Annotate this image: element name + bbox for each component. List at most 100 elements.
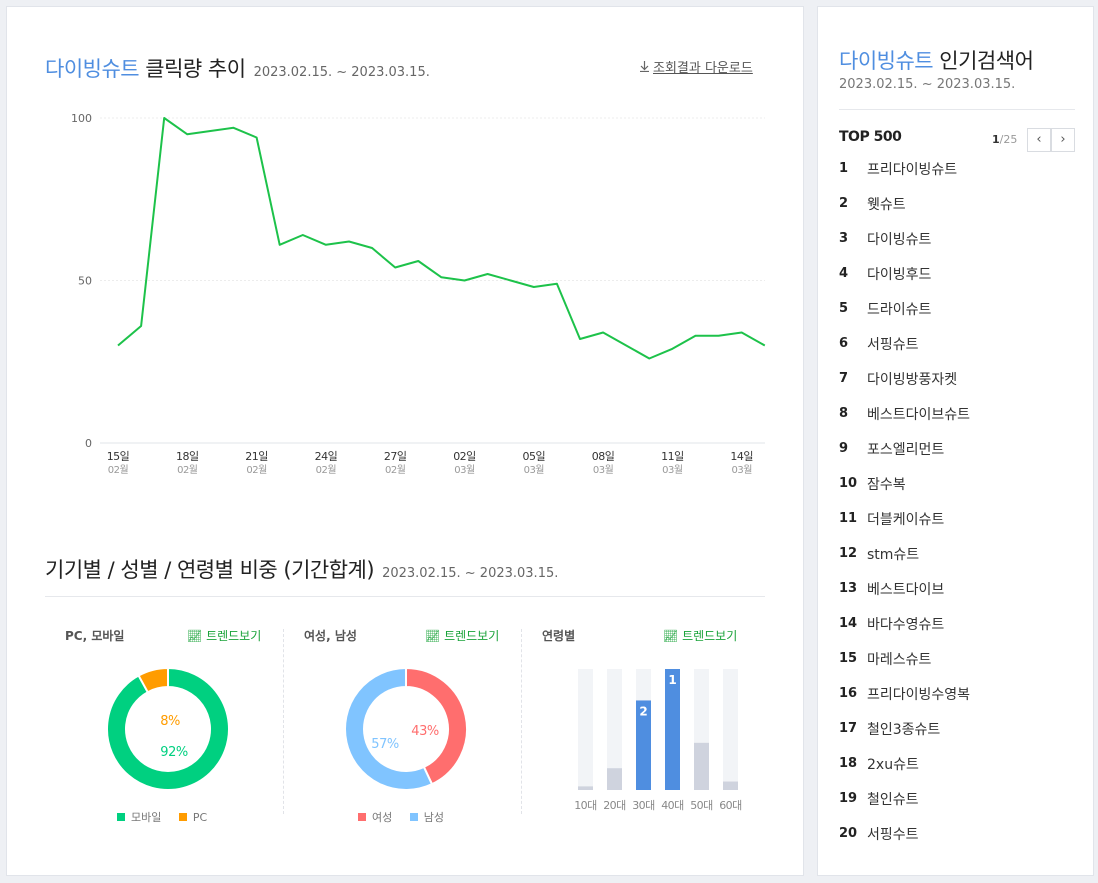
side-title-keyword: 다이빙슈트 — [839, 49, 934, 73]
chevron-right-icon: › — [1060, 132, 1066, 147]
trend-period: 2023.02.15. ~ 2023.03.15. — [253, 65, 430, 80]
rank-keyword[interactable]: stm슈트 — [867, 546, 920, 563]
bar-category-label: 60대 — [719, 799, 742, 812]
rank-item[interactable]: 2 웻슈트 — [839, 186, 1075, 221]
x-tick-day: 02일 — [453, 449, 476, 463]
ratio-period: 2023.02.15. ~ 2023.03.15. — [382, 566, 559, 581]
x-tick-day: 08일 — [592, 449, 615, 463]
rank-keyword[interactable]: 철인3종슈트 — [867, 721, 941, 738]
rank-keyword[interactable]: 드라이슈트 — [867, 301, 932, 318]
rank-item[interactable]: 18 2xu슈트 — [839, 746, 1075, 781]
legend-pc: PC — [178, 811, 207, 824]
gender-legend: 여성 남성 — [358, 809, 458, 825]
click-trend-series-line — [117, 117, 766, 360]
y-tick-label: 50 — [78, 275, 92, 288]
ratio-title-text: 기기별 / 성별 / 연령별 비중 (기간합계) — [45, 558, 375, 582]
rank-item[interactable]: 1 프리다이빙슈트 — [839, 151, 1075, 186]
x-tick-month: 03월 — [593, 464, 614, 476]
rank-item[interactable]: 19 철인슈트 — [839, 781, 1075, 816]
trend-title-keyword: 다이빙슈트 — [45, 57, 140, 81]
x-tick-day: 15일 — [107, 449, 130, 463]
age-bar — [694, 742, 709, 790]
rank-number: 16 — [839, 686, 858, 701]
bar-track — [723, 669, 738, 790]
rank-item[interactable]: 10 잠수복 — [839, 466, 1075, 501]
rank-number: 1 — [839, 161, 849, 176]
side-period: 2023.02.15. ~ 2023.03.15. — [839, 77, 1016, 92]
rank-item[interactable]: 16 프리다이빙수영복 — [839, 676, 1075, 711]
column-divider — [521, 629, 522, 814]
rank-keyword[interactable]: 프리다이빙수영복 — [867, 686, 971, 703]
rank-item[interactable]: 15 마레스슈트 — [839, 641, 1075, 676]
prev-page-button[interactable]: ‹ — [1027, 128, 1051, 152]
bar-rank-label: 1 — [668, 673, 676, 687]
rank-keyword[interactable]: 마레스슈트 — [867, 651, 932, 668]
donut-slice — [137, 666, 169, 694]
rank-item[interactable]: 20 서핑수트 — [839, 816, 1075, 851]
rank-number: 15 — [839, 651, 858, 666]
y-tick-label: 0 — [85, 437, 92, 450]
next-page-button[interactable]: › — [1051, 128, 1075, 152]
rank-item[interactable]: 6 서핑슈트 — [839, 326, 1075, 361]
rank-keyword[interactable]: 2xu슈트 — [867, 756, 919, 773]
bar-category-label: 40대 — [661, 799, 684, 812]
click-trend-line-chart: 05010015일02월18일02월21일02월24일02월27일02월02일0… — [71, 112, 766, 476]
rank-number: 7 — [839, 371, 849, 386]
bar-rank-label: 2 — [639, 704, 647, 718]
age-bar — [665, 669, 680, 790]
rank-keyword[interactable]: 서핑슈트 — [867, 336, 919, 353]
rank-item[interactable]: 8 베스트다이브슈트 — [839, 396, 1075, 431]
rank-item[interactable]: 13 베스트다이브 — [839, 571, 1075, 606]
device-trend-link[interactable]: 📈︎ 트렌드보기 — [187, 629, 262, 643]
rank-number: 6 — [839, 336, 849, 351]
x-tick-day: 27일 — [384, 449, 407, 463]
rank-keyword[interactable]: 서핑수트 — [867, 826, 919, 843]
device-donut-chart: 92% 8% — [106, 666, 230, 791]
rank-keyword[interactable]: 다이빙후드 — [867, 266, 932, 283]
column-divider — [283, 629, 284, 814]
trend-title: 다이빙슈트 클릭량 추이 2023.02.15. ~ 2023.03.15. — [45, 53, 430, 83]
rank-keyword[interactable]: 다이빙방풍자켓 — [867, 371, 958, 388]
x-tick-day: 21일 — [245, 449, 268, 463]
age-trend-link[interactable]: 📈︎ 트렌드보기 — [663, 629, 738, 643]
rank-number: 12 — [839, 546, 858, 561]
rank-number: 17 — [839, 721, 858, 736]
rank-item[interactable]: 11 더블케이슈트 — [839, 501, 1075, 536]
donut-slice — [106, 666, 230, 791]
rank-keyword[interactable]: 베스트다이브 — [867, 581, 945, 598]
rank-keyword[interactable]: 잠수복 — [867, 476, 906, 493]
x-tick-month: 03월 — [524, 464, 545, 476]
rank-item[interactable]: 7 다이빙방풍자켓 — [839, 361, 1075, 396]
rank-keyword[interactable]: 다이빙슈트 — [867, 231, 932, 248]
rank-keyword[interactable]: 프리다이빙슈트 — [867, 161, 958, 178]
download-button[interactable]: 조회결과 다운로드 — [639, 57, 753, 76]
rank-item[interactable]: 3 다이빙슈트 — [839, 221, 1075, 256]
bar-track — [607, 669, 622, 790]
rank-keyword[interactable]: 베스트다이브슈트 — [867, 406, 971, 423]
donut-value-label: 43% — [411, 724, 439, 739]
rank-item[interactable]: 12 stm슈트 — [839, 536, 1075, 571]
age-bar — [607, 768, 622, 790]
x-tick-month: 02월 — [246, 464, 267, 476]
rank-item[interactable]: 14 바다수영슈트 — [839, 606, 1075, 641]
rank-keyword[interactable]: 더블케이슈트 — [867, 511, 945, 528]
rank-keyword[interactable]: 철인슈트 — [867, 791, 919, 808]
bar-category-label: 30대 — [632, 799, 655, 812]
bar-track — [578, 669, 593, 790]
gender-trend-link[interactable]: 📈︎ 트렌드보기 — [425, 629, 500, 643]
x-tick-month: 02월 — [108, 464, 129, 476]
rank-keyword[interactable]: 웻슈트 — [867, 196, 906, 213]
rank-item[interactable]: 17 철인3종슈트 — [839, 711, 1075, 746]
section-divider — [45, 596, 765, 597]
rank-keyword[interactable]: 바다수영슈트 — [867, 616, 945, 633]
rank-item[interactable]: 5 드라이슈트 — [839, 291, 1075, 326]
ratio-title: 기기별 / 성별 / 연령별 비중 (기간합계) 2023.02.15. ~ 20… — [45, 554, 558, 584]
x-tick-day: 11일 — [661, 449, 684, 463]
rank-keyword[interactable]: 포스엘리먼트 — [867, 441, 945, 458]
rank-item[interactable]: 4 다이빙후드 — [839, 256, 1075, 291]
rank-number: 2 — [839, 196, 849, 211]
device-ratio-label: PC, 모바일 — [65, 629, 125, 643]
trend-icon: 📈︎ — [425, 629, 441, 643]
x-tick-day: 24일 — [315, 449, 338, 463]
rank-item[interactable]: 9 포스엘리먼트 — [839, 431, 1075, 466]
